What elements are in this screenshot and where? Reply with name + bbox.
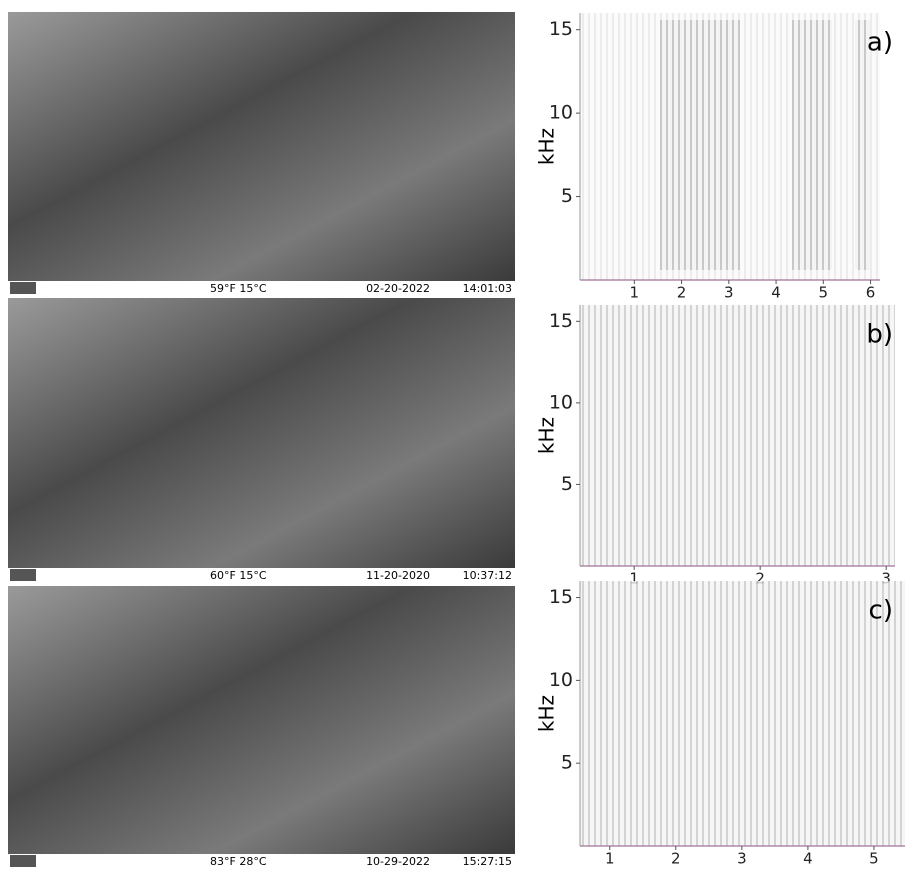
photo-temperature: 59°F 15°C xyxy=(210,282,267,295)
x-tick-label: 5 xyxy=(869,850,879,868)
panel-label: b) xyxy=(866,320,893,350)
camera-photo xyxy=(8,586,515,854)
y-tick-label: 15 xyxy=(549,310,573,332)
camera-logo xyxy=(10,282,36,294)
photo-date: 02-20-2022 xyxy=(366,282,430,295)
panel-label: c) xyxy=(869,596,893,626)
x-tick-label: 4 xyxy=(803,850,813,868)
spectrogram-energy xyxy=(855,20,870,270)
y-tick-label: 15 xyxy=(549,586,573,608)
photo-temperature: 60°F 15°C xyxy=(210,569,267,582)
spectrogram xyxy=(580,305,895,566)
spectrogram xyxy=(580,581,905,846)
x-tick-label: 3 xyxy=(737,850,747,868)
y-tick-label: 10 xyxy=(549,102,573,124)
spectrogram-energy xyxy=(660,20,740,270)
figure: 59°F 15°C02-20-202214:01:0351015123456kH… xyxy=(0,0,907,870)
photo-date: 10-29-2022 xyxy=(366,855,430,868)
y-tick-label: 10 xyxy=(549,669,573,691)
photo-time: 15:27:15 xyxy=(463,855,512,868)
x-tick-label: 4 xyxy=(771,284,781,302)
x-tick-label: 1 xyxy=(605,850,615,868)
x-tick-label: 2 xyxy=(677,284,687,302)
x-tick-label: 3 xyxy=(724,284,734,302)
camera-photo xyxy=(8,298,515,568)
photo-temperature: 83°F 28°C xyxy=(210,855,267,868)
spectrogram-energy xyxy=(792,20,832,270)
y-tick-label: 15 xyxy=(549,18,573,40)
x-tick-label: 1 xyxy=(630,284,640,302)
camera-photo xyxy=(8,12,515,281)
camera-logo xyxy=(10,569,36,581)
x-tick-label: 5 xyxy=(819,284,829,302)
camera-logo xyxy=(10,855,36,867)
x-tick-label: 2 xyxy=(671,850,681,868)
panel-label: a) xyxy=(867,28,893,58)
photo-time: 14:01:03 xyxy=(463,282,512,295)
y-axis-label: kHz xyxy=(535,128,559,165)
photo-time: 10:37:12 xyxy=(463,569,512,582)
y-tick-label: 5 xyxy=(561,473,573,495)
y-tick-label: 5 xyxy=(561,185,573,207)
y-tick-label: 5 xyxy=(561,752,573,774)
y-axis-label: kHz xyxy=(535,695,559,732)
x-tick-label: 6 xyxy=(866,284,876,302)
y-axis-label: kHz xyxy=(535,417,559,454)
y-tick-label: 10 xyxy=(549,391,573,413)
photo-date: 11-20-2020 xyxy=(366,569,430,582)
